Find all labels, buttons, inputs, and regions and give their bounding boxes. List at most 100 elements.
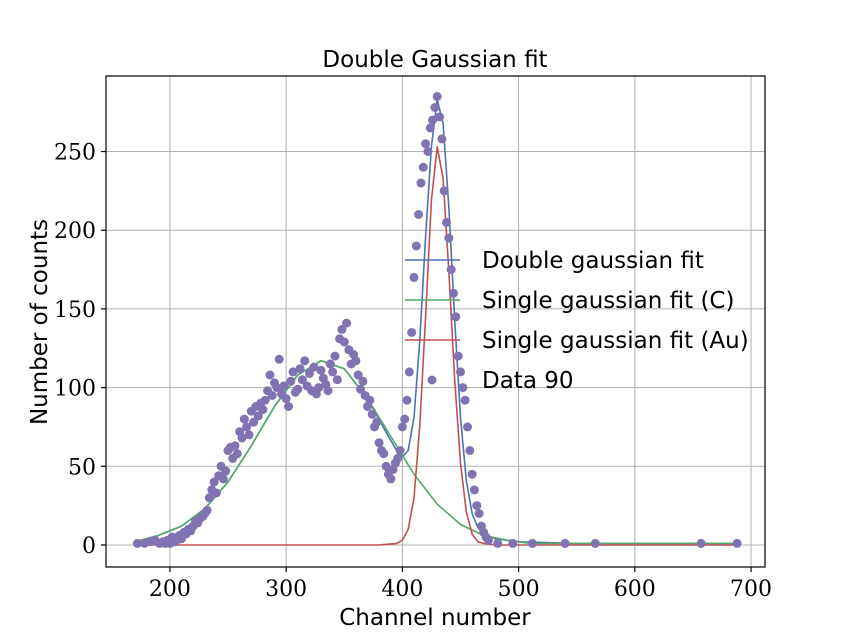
data-point: [332, 375, 342, 385]
data-point: [397, 422, 407, 432]
data-point: [260, 395, 270, 405]
data-point: [339, 337, 349, 347]
data-point: [456, 367, 465, 377]
data-point: [242, 422, 252, 432]
data-point: [439, 186, 449, 196]
data-point: [414, 210, 424, 219]
data-point: [249, 417, 259, 427]
data-point: [460, 395, 470, 405]
x-tick-label: 200: [149, 577, 191, 602]
data-point: [463, 422, 472, 432]
data-point: [732, 538, 742, 548]
data-points: [132, 92, 742, 548]
data-point: [237, 433, 247, 443]
y-tick-label: 0: [82, 534, 96, 559]
data-point: [132, 538, 142, 548]
data-point: [508, 538, 518, 548]
data-point: [446, 265, 456, 275]
data-point: [374, 438, 384, 448]
data-point: [209, 477, 219, 487]
data-point: [381, 461, 391, 471]
data-point: [432, 92, 442, 101]
data-point: [469, 485, 479, 495]
x-tick-label: 400: [381, 577, 423, 602]
data-point: [316, 365, 326, 375]
data-point: [474, 509, 484, 518]
data-point: [395, 446, 405, 455]
data-point: [351, 356, 361, 366]
data-point: [288, 367, 298, 377]
data-point: [465, 446, 475, 455]
data-point: [279, 381, 289, 391]
data-point: [367, 409, 377, 419]
data-point: [393, 453, 403, 463]
data-point: [590, 538, 600, 548]
y-tick-label: 100: [54, 377, 96, 402]
data-point: [230, 441, 240, 451]
data-point: [483, 535, 493, 545]
data-point: [202, 505, 212, 515]
data-point: [421, 139, 431, 149]
data-point: [293, 384, 303, 394]
data-point: [453, 351, 463, 361]
data-point: [372, 417, 382, 427]
data-point: [353, 370, 363, 380]
data-point: [458, 383, 468, 393]
data-point: [267, 391, 277, 400]
y-tick-label: 150: [54, 298, 96, 323]
series-line-single-gaussian-fit-au: [135, 146, 740, 546]
data-point: [328, 367, 338, 377]
data-point: [325, 359, 335, 369]
data-point: [342, 318, 352, 328]
y-axis-label: Number of counts: [27, 219, 53, 425]
data-point: [467, 469, 477, 479]
legend: Double gaussian fit Single gaussian fit (…: [405, 248, 749, 394]
y-tick-label: 50: [68, 455, 96, 480]
data-point: [274, 354, 284, 364]
y-tick-label: 200: [54, 219, 96, 244]
data-point: [239, 414, 249, 424]
x-tick-label: 300: [265, 577, 307, 602]
data-point: [365, 395, 375, 405]
data-point: [451, 312, 461, 322]
data-point: [423, 147, 433, 156]
legend-label-data-90: Data 90: [482, 368, 574, 394]
data-point: [300, 356, 310, 366]
x-axis: 200 300 400 500 600 700: [149, 567, 772, 602]
data-point: [386, 474, 396, 484]
data-point: [400, 414, 410, 424]
data-point: [297, 375, 307, 385]
data-point: [284, 402, 293, 411]
legend-label-single-gaussian-fit-au: Single gaussian fit (Au): [482, 328, 749, 354]
legend-swatch-data-90: [427, 375, 437, 385]
data-point: [323, 386, 333, 396]
y-tick-label: 250: [54, 141, 96, 166]
data-point: [253, 411, 263, 421]
y-axis: 0 50 100 150 200 250: [54, 141, 106, 559]
data-point: [295, 364, 305, 374]
x-axis-label: Channel number: [339, 605, 531, 631]
data-point: [272, 383, 282, 393]
data-point: [449, 288, 458, 298]
legend-label-single-gaussian-fit-c: Single gaussian fit (C): [482, 288, 734, 314]
data-point: [304, 368, 314, 378]
data-point: [444, 233, 454, 243]
data-point: [286, 376, 296, 386]
data-point: [221, 466, 231, 476]
data-point: [402, 395, 412, 405]
data-point: [430, 103, 440, 112]
data-point: [409, 272, 419, 282]
plot-frame: [105, 75, 766, 568]
data-point: [379, 449, 389, 459]
data-point: [435, 112, 445, 122]
data-point: [337, 324, 347, 334]
x-tick-label: 600: [614, 577, 656, 602]
data-point: [404, 367, 414, 377]
data-point: [416, 178, 426, 188]
data-point: [411, 241, 421, 251]
data-point: [418, 162, 428, 172]
x-tick-label: 700: [730, 577, 772, 602]
data-point: [218, 474, 228, 484]
data-point: [425, 123, 435, 133]
